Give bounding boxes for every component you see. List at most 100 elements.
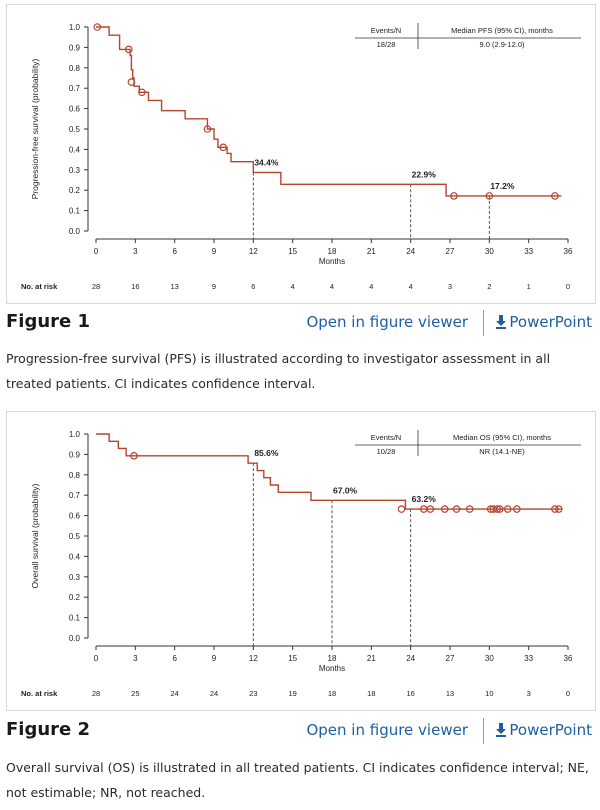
at-risk-count: 0 bbox=[566, 689, 570, 698]
powerpoint-link-1[interactable]: PowerPoint bbox=[495, 313, 592, 331]
figure-1-header-row: Figure 1 Open in figure viewer PowerPoin… bbox=[6, 309, 594, 337]
at-risk-count: 4 bbox=[291, 282, 295, 291]
open-figure-viewer-link-2[interactable]: Open in figure viewer bbox=[306, 721, 468, 739]
at-risk-count: 23 bbox=[249, 689, 257, 698]
x-axis-label: Months bbox=[319, 664, 345, 673]
x-tick-label: 0 bbox=[94, 247, 99, 256]
x-tick-label: 21 bbox=[367, 247, 376, 256]
x-tick-label: 18 bbox=[328, 247, 337, 256]
x-tick-label: 3 bbox=[133, 654, 138, 663]
censor-marker bbox=[426, 505, 435, 513]
censor-marker bbox=[219, 143, 227, 152]
landmark-label: 22.9% bbox=[412, 169, 437, 179]
at-risk-count: 4 bbox=[330, 282, 334, 291]
powerpoint-link-2[interactable]: PowerPoint bbox=[495, 721, 592, 739]
x-tick-label: 21 bbox=[367, 654, 376, 663]
x-tick-label: 33 bbox=[524, 247, 533, 256]
at-risk-count: 10 bbox=[485, 689, 493, 698]
y-tick-label: 0.5 bbox=[69, 532, 81, 541]
figure-1-caption: Progression-free survival (PFS) is illus… bbox=[6, 351, 551, 391]
landmark-label: 17.2% bbox=[490, 181, 515, 191]
y-axis-label: Progression-free survival (probability) bbox=[30, 58, 40, 199]
table-col2-value: NR (14.1-NE) bbox=[479, 447, 525, 456]
x-tick-label: 24 bbox=[406, 654, 415, 663]
os-chart: 0.0 0.1 0.2 0.3 0.4 0.5 0.6 0.7 0.8 0.9 1.0 Overall… bbox=[21, 430, 581, 698]
table-col1-header: Events/N bbox=[371, 26, 401, 35]
x-tick-label: 27 bbox=[446, 654, 455, 663]
y-tick-label: 0.6 bbox=[69, 512, 81, 521]
at-risk-count: 3 bbox=[527, 689, 531, 698]
censor-marker bbox=[513, 505, 521, 513]
powerpoint-link-label-2: PowerPoint bbox=[509, 721, 592, 739]
y-tick-label: 0.0 bbox=[69, 227, 81, 236]
figure-1-title: Figure 1 bbox=[6, 311, 91, 332]
x-tick-label: 9 bbox=[212, 654, 217, 663]
x-tick-label: 30 bbox=[485, 247, 494, 256]
figure-2-title: Figure 2 bbox=[6, 719, 91, 740]
at-risk-count: 6 bbox=[251, 282, 255, 291]
open-figure-viewer-link-1[interactable]: Open in figure viewer bbox=[306, 313, 468, 331]
censor-marker bbox=[130, 452, 138, 460]
landmark-label: 85.6% bbox=[254, 448, 279, 458]
x-tick-label: 3 bbox=[133, 247, 138, 256]
censor-marker bbox=[503, 505, 512, 513]
at-risk-count: 0 bbox=[566, 282, 570, 291]
censor-marker bbox=[496, 505, 504, 513]
y-tick-label: 0.8 bbox=[69, 471, 81, 480]
at-risk-count: 13 bbox=[170, 282, 178, 291]
at-risk-count: 2 bbox=[487, 282, 491, 291]
y-axis-label: Overall survival (probability) bbox=[30, 483, 40, 588]
at-risk-count: 4 bbox=[409, 282, 413, 291]
at-risk-count: 4 bbox=[369, 282, 373, 291]
y-tick-label: 0.2 bbox=[69, 593, 81, 602]
y-tick-label: 0.3 bbox=[69, 166, 81, 175]
censor-marker bbox=[397, 505, 406, 513]
x-tick-label: 24 bbox=[406, 247, 415, 256]
x-tick-label: 18 bbox=[328, 654, 337, 663]
y-tick-label: 0.1 bbox=[69, 207, 81, 216]
at-risk-count: 28 bbox=[92, 282, 100, 291]
y-tick-label: 0.4 bbox=[69, 552, 81, 561]
y-tick-label: 0.7 bbox=[69, 491, 81, 500]
y-tick-label: 0.4 bbox=[69, 145, 81, 154]
censor-marker bbox=[485, 192, 494, 200]
at-risk-count: 16 bbox=[131, 282, 139, 291]
x-tick-label: 33 bbox=[524, 654, 533, 663]
x-tick-label: 30 bbox=[485, 654, 494, 663]
y-tick-label: 0.1 bbox=[69, 614, 81, 623]
y-tick-label: 0.3 bbox=[69, 573, 81, 582]
at-risk-count: 19 bbox=[288, 689, 296, 698]
table-col2-header: Median OS (95% CI), months bbox=[453, 433, 551, 442]
table-col1-header: Events/N bbox=[371, 433, 401, 442]
landmark-label: 67.0% bbox=[333, 485, 358, 495]
y-tick-label: 0.6 bbox=[69, 105, 81, 114]
download-icon bbox=[495, 723, 507, 737]
at-risk-label: No. at risk bbox=[21, 282, 58, 291]
y-tick-label: 0.5 bbox=[69, 125, 81, 134]
figure-1-chart-panel: 0.0 0.1 0.2 0.3 0.4 0.5 0.6 0.7 0.8 0.9 1.0 Progres… bbox=[6, 4, 596, 304]
table-col2-value: 9.0 (2.9-12.0) bbox=[479, 40, 525, 49]
censor-marker bbox=[124, 45, 133, 54]
at-risk-count: 18 bbox=[328, 689, 336, 698]
landmark-label: 34.4% bbox=[254, 157, 279, 167]
censor-marker bbox=[127, 78, 136, 86]
x-tick-label: 9 bbox=[212, 247, 217, 256]
censor-marker bbox=[440, 505, 449, 513]
y-tick-label: 0.7 bbox=[69, 84, 81, 93]
figure-2-caption: Overall survival (OS) is illustrated in … bbox=[6, 760, 589, 800]
summary-table: Events/N Median PFS (95% CI), months 18/28… bbox=[355, 23, 581, 49]
at-risk-count: 25 bbox=[131, 689, 139, 698]
table-col1-value: 18/28 bbox=[377, 40, 396, 49]
x-tick-label: 6 bbox=[172, 247, 177, 256]
at-risk-count: 3 bbox=[448, 282, 452, 291]
table-col2-header: Median PFS (95% CI), months bbox=[451, 26, 553, 35]
y-tick-label: 0.0 bbox=[69, 634, 81, 643]
at-risk-count: 16 bbox=[406, 689, 414, 698]
x-tick-label: 15 bbox=[288, 654, 297, 663]
y-tick-label: 0.8 bbox=[69, 64, 81, 73]
x-tick-label: 12 bbox=[249, 654, 258, 663]
survival-curve bbox=[96, 26, 562, 197]
y-tick-label: 0.9 bbox=[69, 450, 81, 459]
censor-marker bbox=[452, 505, 461, 513]
censor-marker bbox=[450, 192, 458, 200]
